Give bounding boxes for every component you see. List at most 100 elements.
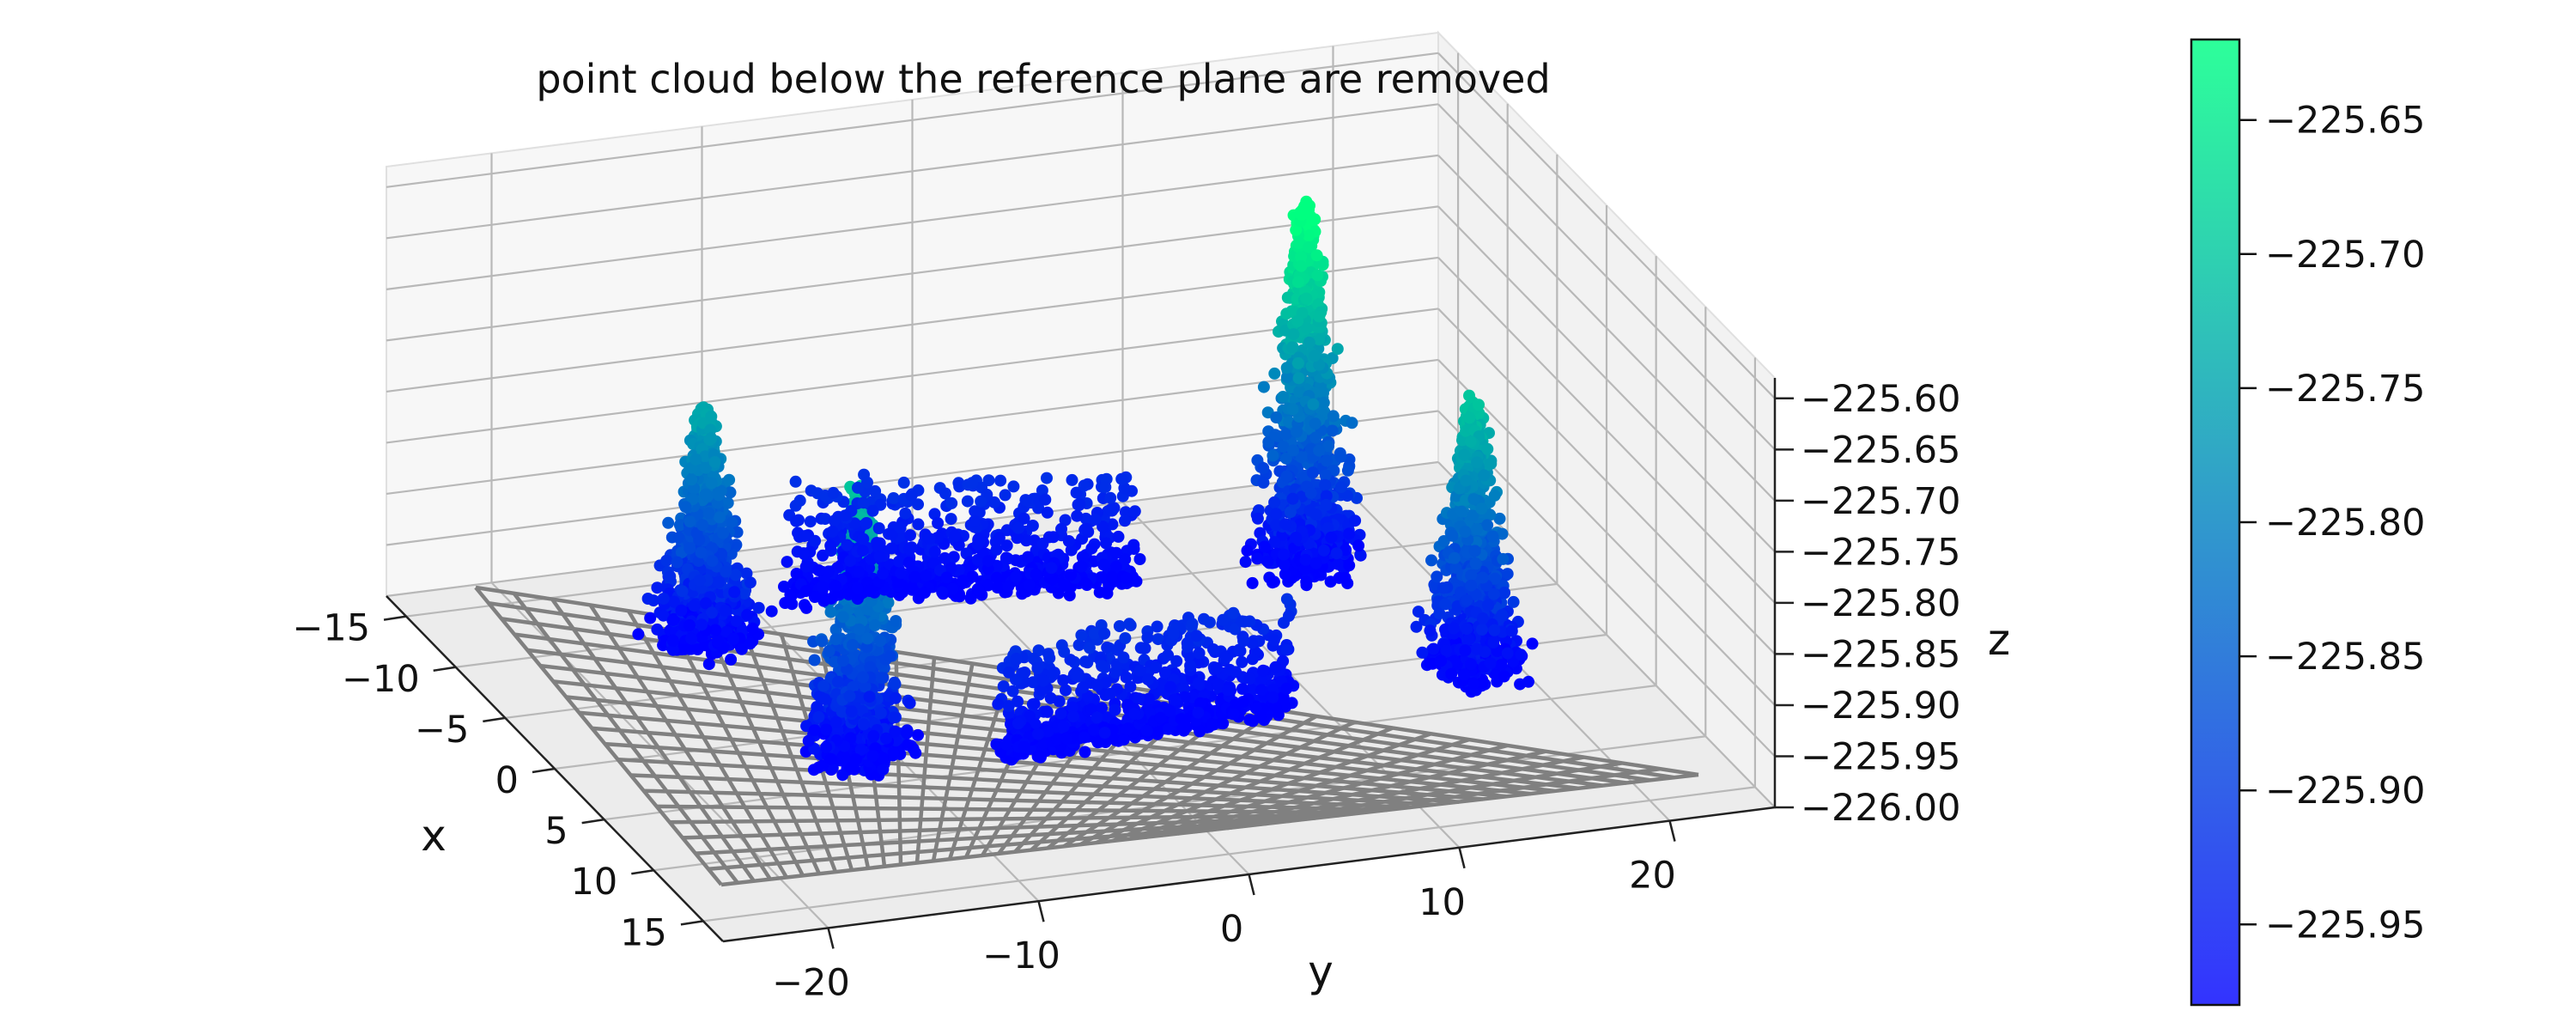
point: [1342, 465, 1354, 477]
point: [829, 514, 841, 527]
point: [825, 606, 837, 618]
point: [1170, 694, 1182, 706]
point: [844, 690, 856, 702]
point: [1129, 505, 1141, 517]
point: [632, 628, 644, 640]
point: [1281, 362, 1293, 374]
point: [1327, 425, 1339, 437]
point: [1193, 677, 1205, 689]
point: [1133, 692, 1145, 704]
point: [679, 501, 691, 513]
point: [850, 753, 862, 765]
point: [1459, 526, 1471, 538]
point: [1411, 621, 1423, 633]
point: [1334, 451, 1346, 463]
point: [703, 658, 715, 670]
point: [1335, 481, 1347, 493]
point: [1075, 630, 1087, 642]
point: [853, 566, 865, 578]
point: [1515, 648, 1527, 661]
point: [1489, 490, 1501, 502]
point: [1300, 293, 1312, 305]
point: [790, 476, 802, 488]
point: [1502, 568, 1514, 580]
point: [825, 753, 837, 765]
point: [1119, 514, 1131, 527]
point: [1230, 666, 1242, 678]
point: [1007, 480, 1019, 492]
point: [1018, 741, 1030, 753]
point: [994, 475, 1006, 487]
point: [805, 515, 817, 527]
point: [1277, 391, 1289, 403]
point: [880, 733, 892, 745]
point: [992, 581, 1004, 594]
point: [1332, 343, 1344, 355]
point: [1237, 696, 1249, 708]
point: [932, 517, 944, 529]
point: [677, 585, 689, 597]
point: [1327, 410, 1340, 422]
point: [1300, 554, 1312, 566]
point: [790, 515, 802, 527]
point: [1292, 357, 1304, 369]
point: [1268, 368, 1280, 380]
point: [1257, 462, 1269, 474]
point: [1476, 624, 1488, 636]
point: [798, 547, 810, 559]
point: [709, 456, 721, 468]
point: [1251, 552, 1263, 564]
point: [1252, 513, 1264, 525]
point: [1471, 523, 1483, 535]
point: [728, 586, 740, 598]
point: [660, 555, 672, 567]
point: [830, 716, 842, 728]
point: [1079, 746, 1091, 758]
point: [1270, 411, 1282, 423]
point: [816, 581, 828, 593]
point: [1110, 547, 1122, 559]
point: [1078, 479, 1091, 491]
point: [1018, 667, 1030, 679]
point: [846, 705, 858, 717]
point: [847, 639, 859, 651]
point: [1237, 635, 1249, 647]
point: [1502, 648, 1514, 660]
point: [901, 728, 913, 740]
point: [1096, 660, 1108, 672]
point: [1066, 474, 1078, 486]
point: [1458, 668, 1470, 680]
point: [1036, 538, 1048, 550]
point: [1481, 519, 1493, 531]
point: [690, 454, 702, 466]
point: [1522, 676, 1534, 688]
point: [1470, 557, 1482, 569]
point: [1192, 707, 1204, 719]
point: [1488, 624, 1500, 636]
point: [1218, 652, 1230, 664]
point: [667, 635, 679, 647]
point: [1425, 554, 1437, 566]
point: [651, 581, 663, 594]
point: [861, 632, 873, 644]
point: [1303, 229, 1315, 241]
point: [823, 645, 835, 657]
point: [1458, 449, 1470, 461]
point: [675, 605, 687, 617]
point: [1072, 671, 1084, 683]
point: [1473, 399, 1485, 411]
point: [1002, 552, 1014, 564]
point: [1297, 204, 1309, 216]
point: [1463, 634, 1475, 646]
point: [1058, 646, 1070, 658]
point: [992, 698, 1004, 710]
point: [1465, 435, 1477, 447]
point: [890, 692, 902, 704]
point: [1461, 594, 1473, 606]
point: [1057, 674, 1069, 686]
point: [1123, 618, 1135, 630]
point: [912, 729, 924, 741]
point: [1467, 493, 1479, 505]
point: [1041, 472, 1053, 484]
